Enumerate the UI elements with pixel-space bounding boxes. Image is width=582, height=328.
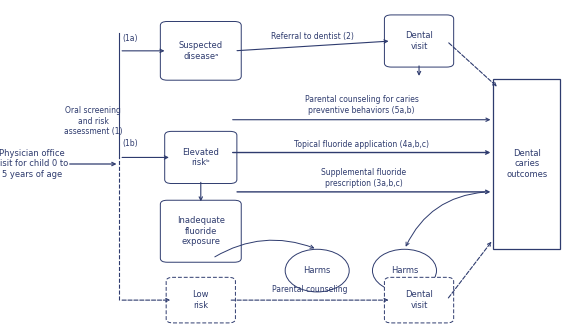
- Text: Referral to dentist (2): Referral to dentist (2): [271, 32, 354, 41]
- Text: Physician office
visit for child 0 to
5 years of age: Physician office visit for child 0 to 5 …: [0, 149, 69, 179]
- Bar: [494, 79, 560, 249]
- Text: Inadequate
fluoride
exposure: Inadequate fluoride exposure: [177, 216, 225, 246]
- Text: Oral screening
and risk
assessment (1): Oral screening and risk assessment (1): [64, 107, 122, 136]
- FancyBboxPatch shape: [166, 277, 235, 323]
- Text: Dental
visit: Dental visit: [405, 290, 433, 310]
- Ellipse shape: [372, 249, 436, 292]
- FancyBboxPatch shape: [160, 200, 241, 262]
- Text: Low
risk: Low risk: [193, 290, 209, 310]
- Text: Supplemental fluoride
prescription (3a,b,c): Supplemental fluoride prescription (3a,b…: [321, 168, 406, 188]
- Text: Dental
caries
outcomes: Dental caries outcomes: [506, 149, 547, 179]
- FancyBboxPatch shape: [384, 15, 454, 67]
- Text: Topical fluoride application (4a,b,c): Topical fluoride application (4a,b,c): [294, 140, 429, 149]
- Text: (1a): (1a): [122, 34, 138, 43]
- Text: Parental counseling for caries
preventive behaviors (5a,b): Parental counseling for caries preventiv…: [304, 95, 418, 115]
- Ellipse shape: [285, 249, 349, 292]
- Text: Elevated
riskᵇ: Elevated riskᵇ: [182, 148, 219, 167]
- Text: Harms: Harms: [391, 266, 418, 275]
- FancyBboxPatch shape: [384, 277, 454, 323]
- Text: Dental
visit: Dental visit: [405, 31, 433, 51]
- Text: Suspected
diseaseᵃ: Suspected diseaseᵃ: [179, 41, 223, 61]
- FancyBboxPatch shape: [165, 131, 237, 183]
- FancyBboxPatch shape: [160, 22, 241, 80]
- Text: Parental counseling: Parental counseling: [272, 285, 347, 294]
- Text: Harms: Harms: [303, 266, 331, 275]
- Text: (1b): (1b): [122, 139, 138, 148]
